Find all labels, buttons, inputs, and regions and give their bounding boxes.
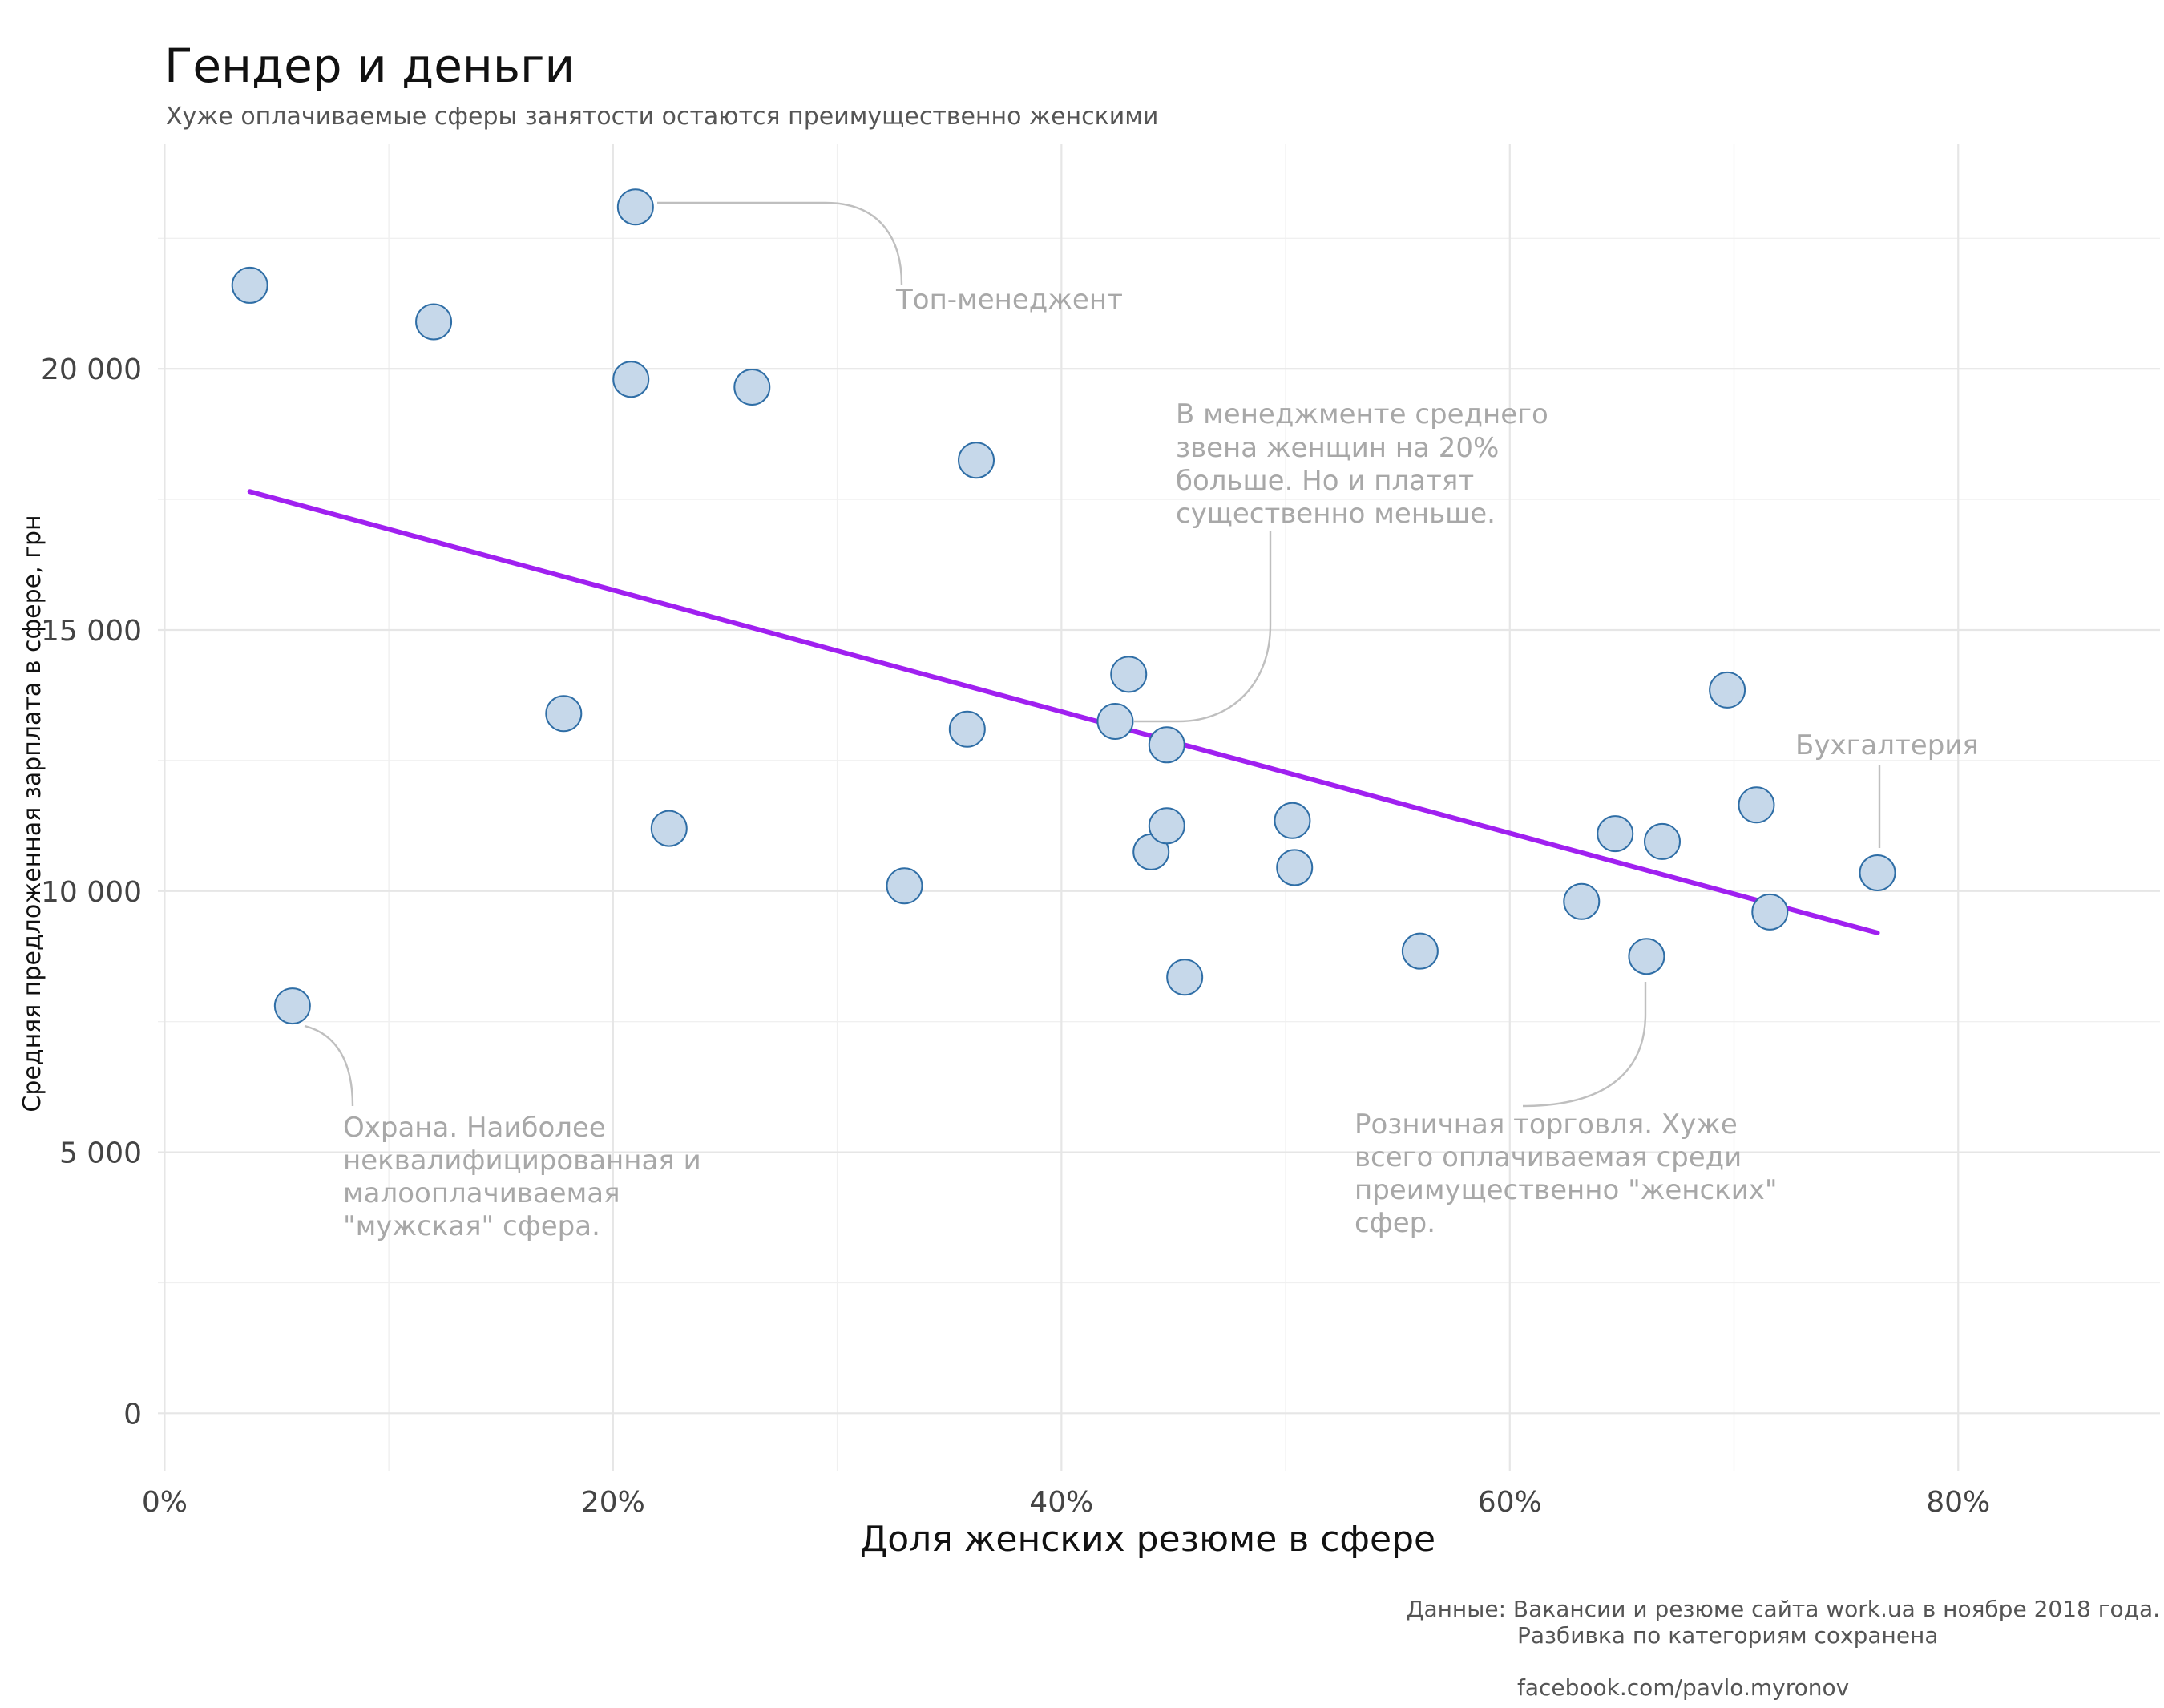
leader-security [304,1024,354,1107]
annotation-line: Бухгалтерия [1795,729,1979,761]
caption-author: facebook.com/pavlo.myronov [1517,1674,1849,1701]
y-tick-label: 20 000 [41,353,142,386]
annotation-retail: Розничная торговля. Хуже всего оплачивае… [1355,1108,1786,1239]
data-point [886,867,923,905]
data-point [1274,802,1311,839]
data-point [1401,932,1439,970]
trend-line [247,489,1880,935]
chart-title: Гендер и деньги [164,38,575,93]
annotation-line: всего оплачиваемая среди [1355,1141,1742,1173]
data-point [273,987,311,1025]
annotation-line: преимущественно "женских" [1355,1174,1778,1206]
annotation-line: Топ-менеджент [895,284,1123,316]
annotation-accounting: Бухгалтерия [1795,729,1979,761]
data-point [1751,893,1789,931]
annotation-leaders [304,201,1881,1108]
annotation-line: больше. Но и платят [1176,465,1474,497]
annotation-line: Розничная торговля. Хуже [1355,1108,1738,1141]
data-point [1276,849,1314,886]
data-point [545,695,583,733]
leader-middle-management [1134,531,1272,723]
annotation-line: В менеджменте среднего [1176,398,1548,430]
data-point [650,810,688,847]
data-point [616,188,654,226]
annotation-line: неквалифицированная и [343,1145,701,1177]
annotation-line: Охрана. Наиболее [343,1112,606,1144]
data-point [1643,822,1681,860]
annotation-top-management: Топ-менеджент [895,284,1123,316]
y-tick-label: 10 000 [41,876,142,909]
annotation-line: "мужская" сфера. [343,1210,600,1242]
annotation-line: малооплачиваемая [343,1177,620,1209]
y-tick-label: 15 000 [41,615,142,648]
data-point [1166,959,1204,996]
x-tick-label: 80% [1926,1486,1990,1519]
leader-retail [1522,982,1647,1108]
leader-top-management [657,201,903,285]
grid [158,144,2160,1471]
data-point [1859,854,1896,891]
data-point [1563,882,1601,920]
y-axis-title: Средняя предложенная зарплата в сфере, г… [18,515,46,1112]
data-point [1709,671,1746,709]
annotation-line: звена женщин на 20% [1176,432,1499,464]
annotation-line: сфер. [1355,1207,1435,1239]
x-tick-label: 0% [142,1486,188,1519]
x-tick-label: 20% [581,1486,645,1519]
annotation-line: существенно меньше. [1176,498,1496,530]
data-point [415,303,453,341]
data-point [1096,702,1134,740]
x-tick-label: 40% [1029,1486,1093,1519]
data-point [948,710,986,748]
caption-breakdown: Разбивка по категориям сохранена [1517,1622,1939,1649]
x-axis-title: Доля женских резюме в сфере [860,1519,1435,1560]
annotation-middle-management: В менеджменте среднего звена женщин на 2… [1176,398,1557,530]
caption-source: Данные: Вакансии и резюме сайта work.ua … [1407,1596,2160,1622]
data-point [958,442,995,479]
data-point [733,368,771,406]
x-tick-label: 60% [1478,1486,1542,1519]
data-point [1148,807,1185,845]
data-point [1597,815,1634,853]
data-point [1148,726,1185,764]
chart-subtitle: Хуже оплачиваемые сферы занятости остают… [166,103,1158,131]
annotation-security: Охрана. Наиболее неквалифицированная и м… [343,1112,710,1242]
y-tick-label: 5 000 [59,1137,142,1170]
data-point [1110,656,1148,693]
data-point [231,266,268,304]
data-points [231,188,1896,1025]
y-tick-labels: 0 5 000 10 000 15 000 20 000 [41,353,142,1431]
data-point [612,361,650,398]
data-point [1628,938,1665,975]
data-point [1738,786,1775,824]
y-tick-label: 0 [123,1398,142,1431]
annotations: Топ-менеджент В менеджменте среднего зве… [343,284,1979,1242]
x-tick-labels: 0% 20% 40% 60% 80% [142,1486,1990,1519]
caption: Данные: Вакансии и резюме сайта work.ua … [1407,1596,2160,1701]
